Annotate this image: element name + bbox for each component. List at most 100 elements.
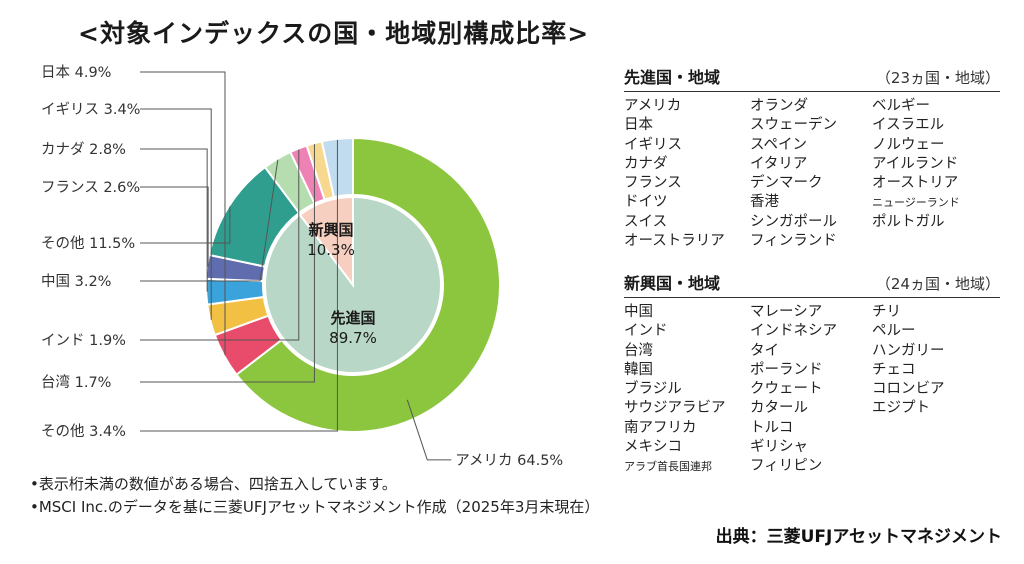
developed-panel: 先進国・地域 （23ヵ国・地域） アメリカ日本イギリスカナダフランスドイツスイス… <box>624 64 1000 251</box>
country-item: メキシコ <box>624 439 682 456</box>
country-item: チリ <box>872 304 901 320</box>
country-item: クウェート <box>750 381 823 398</box>
footnote-data-source: •MSCI Inc.のデータを基に三菱UFJアセットマネジメント作成（2025年… <box>30 498 600 516</box>
outer-label: 台湾 1.7% <box>41 374 111 391</box>
outer-label: カナダ 2.8% <box>41 141 126 158</box>
developed-header: 先進国・地域 （23ヵ国・地域） <box>624 64 1000 92</box>
country-item: 韓国 <box>624 361 653 378</box>
country-item: インドネシア <box>750 323 837 340</box>
country-item: 台湾 <box>624 342 653 359</box>
emerging-header: 新興国・地域 （24ヵ国・地域） <box>624 270 1000 298</box>
outer-label: インド 1.9% <box>41 333 126 349</box>
leader-line <box>140 206 231 244</box>
emerging-country-list: 中国 インド 台湾 韓国 ブラジル サウジアラビア 南アフリカ メキシコ アラブ首長国連邦 マレー… <box>624 303 1000 477</box>
leader-lines <box>140 71 452 461</box>
country-item: トルコ <box>750 419 794 436</box>
country-item: アイルランド <box>872 155 959 172</box>
developed-column: ベルギーイスラエルノルウェーアイルランド オーストリア ニュージーランド ポルトガル <box>872 97 1000 251</box>
outer-label: 中国 3.2% <box>41 273 111 290</box>
country-item: フィリピン <box>750 458 823 475</box>
country-item: コロンビア <box>872 381 945 398</box>
emerging-count: （24ヵ国・地域） <box>875 275 1000 293</box>
leader-line <box>140 149 300 341</box>
country-item: マレーシア <box>750 304 823 320</box>
emerging-column: 中国インド台湾韓国ブラジルサウジアラビア 南アフリカメキシコアラブ首長国連邦 <box>624 303 750 477</box>
country-item: フランス <box>624 175 682 192</box>
country-item: スウェーデン <box>750 117 837 134</box>
leader-line <box>140 71 226 356</box>
outer-ring <box>205 136 501 433</box>
country-item: アラブ首長国連邦 <box>624 460 712 474</box>
country-item: チェコ <box>872 361 916 378</box>
country-item: アメリカ <box>624 98 682 114</box>
leader-line <box>140 148 208 292</box>
country-item: ベルギー <box>872 98 930 114</box>
country-item: ハンガリー <box>872 342 945 359</box>
emerging-column: チリペルーハンガリーチェココロンビアエジプト <box>872 303 1000 477</box>
country-item: カナダ <box>624 155 668 172</box>
country-item: ブラジル <box>624 381 682 398</box>
developed-count: （23ヵ国・地域） <box>875 69 1000 87</box>
developed-title: 先進国・地域 <box>624 68 721 87</box>
country-item: スペイン <box>750 136 807 153</box>
leader-line <box>140 144 315 383</box>
country-item: ポーランド <box>750 361 823 378</box>
country-item: インド <box>624 323 668 340</box>
outer-label: 日本 4.9% <box>41 64 111 81</box>
country-item: タイ <box>750 342 779 359</box>
country-item: シンガポール <box>750 213 837 230</box>
country-item: スイス <box>624 213 668 230</box>
emerging-column: マレーシアインドネシア タイポーランドクウェートカタールトルコギリシャフィリピン <box>750 303 872 477</box>
outer-label: その他 3.4% <box>41 423 126 440</box>
source-credit: 出典：三菱UFJアセットマネジメント <box>715 527 1002 547</box>
country-item: ギリシャ <box>750 439 808 456</box>
inner-ring <box>264 195 442 374</box>
page-title: <対象インデックスの国・地域別構成比率> <box>78 19 590 48</box>
country-item: サウジアラビア <box>624 400 726 417</box>
country-item: エジプト <box>872 400 930 417</box>
country-item: ペルー <box>872 323 916 340</box>
country-item: 日本 <box>624 117 653 134</box>
leader-line <box>140 139 338 432</box>
developed-column: オランダスウェーデン スペインイタリアデンマーク香港シンガポール フィンランド <box>750 97 872 251</box>
developed-country-list: アメリカ 日本 イギリス カナダ フランス ドイツ スイス オーストラリア オランダ スウェーデン… <box>624 97 1000 251</box>
inner-segment-name: 新興国 <box>308 221 353 239</box>
inner-segment <box>298 195 354 288</box>
footnotes: •表示桁未満の数値がある場合、四捨五入しています。 •MSCI Inc.のデータ… <box>30 473 599 519</box>
donut-chart: アメリカ 64.5% 日本 4.9% イギリス 3.4% カナダ 2.8% フランス 2… <box>41 64 563 469</box>
outer-label: アメリカ 64.5% <box>455 453 563 469</box>
country-item: 南アフリカ <box>624 419 697 436</box>
inner-segment-name: 先進国 <box>330 309 375 327</box>
country-item: イスラエル <box>872 117 945 134</box>
country-item: オランダ <box>750 98 808 114</box>
leader-line <box>140 108 212 320</box>
country-item: 中国 <box>624 304 653 320</box>
leader-line <box>140 159 279 282</box>
outer-label: イギリス 3.4% <box>41 101 140 118</box>
developed-column: アメリカ日本イギリスカナダフランスドイツスイスオーストラリア <box>624 97 750 251</box>
country-item: ニュージーランド <box>872 196 960 210</box>
leader-line <box>140 186 209 267</box>
country-item: ドイツ <box>624 194 668 211</box>
country-item: イギリス <box>624 136 682 153</box>
footnote-rounding: •表示桁未満の数値がある場合、四捨五入しています。 <box>30 475 397 493</box>
outer-label: フランス 2.6% <box>41 180 140 196</box>
outer-labels: アメリカ 64.5% 日本 4.9% イギリス 3.4% カナダ 2.8% フランス 2… <box>41 64 563 469</box>
country-item: ポルトガル <box>872 213 945 230</box>
outer-segment <box>235 136 501 433</box>
country-item: フィンランド <box>750 233 837 250</box>
country-item: ノルウェー <box>872 136 945 153</box>
emerging-title: 新興国・地域 <box>624 274 721 293</box>
outer-label: その他 11.5% <box>41 235 135 252</box>
country-item: 香港 <box>750 194 779 211</box>
country-item: デンマーク <box>750 175 823 192</box>
emerging-panel: 新興国・地域 （24ヵ国・地域） 中国インド台湾韓国ブラジルサウジアラビア 南アフ… <box>624 270 1000 477</box>
country-item: オーストラリア <box>624 233 725 250</box>
country-item: イタリア <box>750 155 808 172</box>
leader-line <box>406 399 452 461</box>
country-item: カタール <box>750 400 808 417</box>
country-item: オーストリア <box>872 175 959 192</box>
inner-segment-value: 89.7% <box>329 329 377 347</box>
inner-labels: 先進国 89.7% 新興国 10.3% <box>307 221 377 347</box>
inner-segment-value: 10.3% <box>307 241 355 259</box>
